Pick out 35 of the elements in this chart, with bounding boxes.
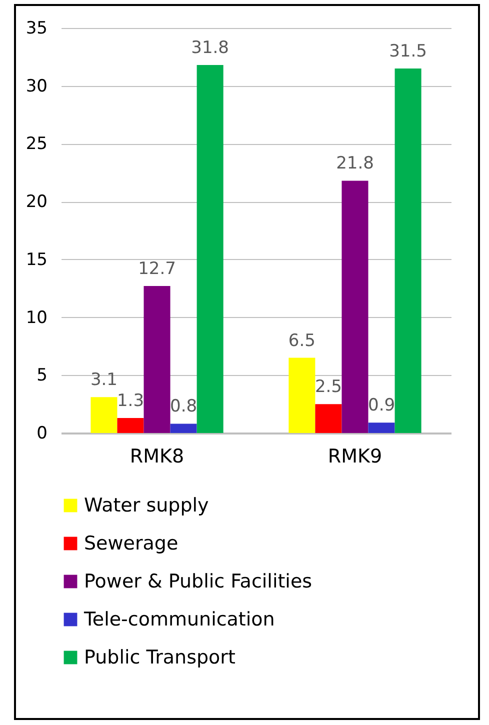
data-label: 31.5 xyxy=(389,42,427,62)
x-tick-label: RMK8 xyxy=(130,446,184,468)
data-label: 0.9 xyxy=(368,396,396,416)
legend-label: Tele-communication xyxy=(83,608,275,630)
legend-label: Water supply xyxy=(84,494,209,516)
data-label: 12.7 xyxy=(138,259,176,280)
bar xyxy=(394,68,422,433)
y-tick-label: 5 xyxy=(36,366,48,386)
bar xyxy=(170,424,197,433)
data-label: 1.3 xyxy=(116,390,144,411)
y-tick-label: 35 xyxy=(26,18,48,38)
y-tick-label: 10 xyxy=(26,308,48,328)
data-label: 6.5 xyxy=(288,330,316,351)
data-label: 2.5 xyxy=(314,377,342,398)
bar xyxy=(288,358,316,433)
bar xyxy=(315,404,342,433)
bar xyxy=(368,422,395,433)
y-tick-label: 20 xyxy=(26,192,48,212)
y-tick-label: 15 xyxy=(26,250,48,270)
data-label: 21.8 xyxy=(336,154,374,174)
x-tick-label: RMK9 xyxy=(328,446,382,468)
legend-label: Public Transport xyxy=(84,646,236,668)
legend-label: Power & Public Facilities xyxy=(84,570,312,592)
bar xyxy=(117,418,144,433)
bar xyxy=(144,286,170,433)
data-label: 3.1 xyxy=(90,370,118,390)
bar xyxy=(90,397,118,433)
bar xyxy=(342,180,368,433)
y-tick-label: 0 xyxy=(36,424,48,444)
y-tick-label: 30 xyxy=(26,76,48,96)
y-tick-label: 25 xyxy=(26,134,48,154)
bar xyxy=(196,65,224,433)
legend-label: Sewerage xyxy=(84,532,178,554)
data-label: 0.8 xyxy=(170,396,198,417)
data-label: 31.8 xyxy=(191,38,229,58)
